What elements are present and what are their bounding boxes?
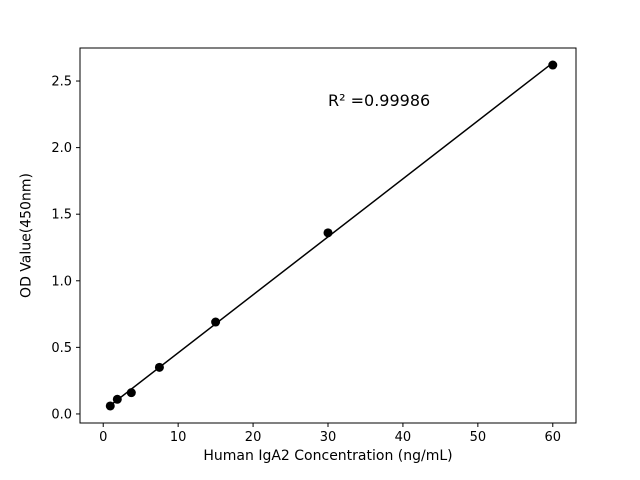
y-tick-label: 0.5	[51, 341, 72, 356]
y-tick-label: 0.0	[51, 407, 72, 422]
r-squared-annotation: R² =0.99986	[328, 91, 431, 111]
x-tick-label: 40	[395, 430, 412, 445]
y-axis-label: OD Value(450nm)	[18, 173, 35, 298]
data-point	[323, 228, 333, 238]
x-tick-label: 10	[170, 430, 187, 445]
data-point	[211, 317, 221, 327]
data-point	[112, 394, 122, 404]
x-tick-label: 30	[320, 430, 337, 445]
y-tick-label: 2.0	[51, 141, 72, 156]
x-tick-label: 50	[470, 430, 487, 445]
x-tick-label: 60	[545, 430, 562, 445]
data-point	[154, 362, 164, 372]
y-tick-label: 1.5	[51, 208, 72, 223]
x-tick-label: 0	[99, 430, 107, 445]
data-point	[105, 401, 115, 411]
data-point	[548, 60, 558, 70]
x-axis-label: Human IgA2 Concentration (ng/mL)	[203, 448, 453, 464]
x-tick-label: 20	[245, 430, 262, 445]
data-point	[126, 388, 136, 398]
plot-border	[79, 47, 577, 424]
y-tick-label: 2.5	[51, 75, 72, 90]
y-tick-label: 1.0	[51, 274, 72, 289]
